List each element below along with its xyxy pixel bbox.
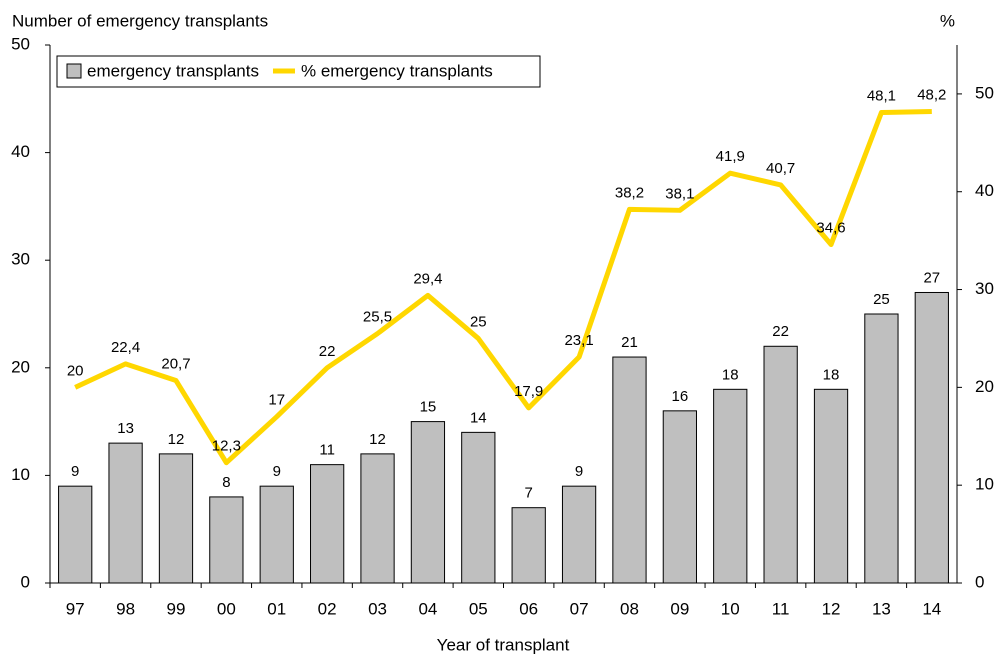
x-tick-label: 06: [519, 599, 538, 618]
line: [74, 109, 932, 466]
x-tick-label: 13: [872, 599, 891, 618]
bar-label: 16: [672, 388, 689, 405]
bar: [662, 410, 697, 584]
bar: [209, 496, 244, 584]
x-tick-label: 98: [116, 599, 135, 618]
line-label: 48,2: [917, 86, 946, 103]
y-tick-label: 30: [11, 250, 30, 269]
bar-label: 21: [621, 334, 638, 351]
x-tick-label: 02: [318, 599, 337, 618]
bar: [914, 291, 949, 584]
bar-label: 25: [873, 291, 890, 308]
legend-swatch: [66, 63, 82, 79]
bar-label: 18: [722, 366, 739, 383]
y2-tick-label: 40: [975, 181, 994, 200]
x-tick-label: 00: [217, 599, 236, 618]
bar: [310, 464, 345, 584]
line-label: 48,1: [867, 87, 896, 104]
bar: [511, 507, 546, 584]
y2-tick-label: 50: [975, 83, 994, 102]
line-label: 25: [470, 313, 487, 330]
bar: [108, 442, 143, 584]
x-tick-label: 14: [922, 599, 941, 618]
y-tick-label: 10: [11, 465, 30, 484]
bar: [612, 356, 647, 584]
legend-box: [56, 55, 541, 88]
x-tick-label: 01: [267, 599, 286, 618]
bar-label: 8: [222, 474, 230, 491]
y2-axis-title: %: [940, 11, 955, 30]
bar: [410, 421, 446, 584]
y2-tick-label: 10: [975, 475, 994, 494]
bar: [158, 453, 194, 584]
y-tick-label: 0: [21, 572, 30, 591]
x-tick-label: 09: [670, 599, 689, 618]
bar: [763, 345, 798, 584]
x-tick-label: 11: [772, 599, 790, 618]
x-tick-label: 07: [570, 599, 589, 618]
bar: [713, 388, 748, 584]
line-label: 22,4: [111, 339, 140, 356]
line-label: 38,1: [665, 185, 694, 202]
x-axis-title: Year of transplant: [437, 635, 570, 654]
x-tick-label: 04: [418, 599, 437, 618]
bar-label: 7: [525, 485, 533, 502]
y-tick-label: 50: [11, 34, 30, 53]
bar-label: 11: [319, 442, 335, 459]
legend-label: % emergency transplants: [301, 61, 493, 80]
bar-label: 9: [575, 463, 583, 480]
y2-tick-label: 30: [975, 279, 994, 298]
bar-label: 15: [420, 399, 437, 416]
line-label: 12,3: [212, 438, 241, 455]
bar: [461, 431, 496, 584]
x-tick-label: 08: [620, 599, 639, 618]
bar-label: 18: [823, 366, 840, 383]
x-tick-label: 97: [66, 599, 85, 618]
bar-label: 12: [369, 431, 386, 448]
bar-label: 14: [470, 409, 487, 426]
y-axis-title: Number of emergency transplants: [12, 11, 268, 30]
x-tick-label: 10: [721, 599, 740, 618]
bar-label: 27: [923, 269, 940, 286]
line-label: 41,9: [716, 148, 745, 165]
line-label: 40,7: [766, 160, 795, 177]
x-tick-label: 03: [368, 599, 387, 618]
bar-label: 9: [71, 463, 79, 480]
line-label: 38,2: [615, 184, 644, 201]
line-label: 25,5: [363, 309, 392, 326]
bar-label: 12: [168, 431, 185, 448]
legend-label: emergency transplants: [87, 61, 259, 80]
bar: [259, 485, 294, 584]
bar-label: 13: [117, 420, 134, 437]
line-label: 20,7: [161, 355, 190, 372]
bar: [561, 485, 597, 584]
bar: [864, 313, 899, 584]
line-label: 22: [319, 343, 336, 360]
bar-label: 22: [772, 323, 789, 340]
line-label: 34,6: [816, 220, 845, 237]
x-tick-label: 99: [167, 599, 186, 618]
x-tick-label: 12: [822, 599, 841, 618]
y-tick-label: 20: [11, 357, 30, 376]
bar: [360, 453, 395, 584]
y2-tick-label: 0: [975, 572, 984, 591]
bar-label: 9: [273, 463, 281, 480]
line-label: 20: [67, 362, 84, 379]
bar: [813, 388, 849, 584]
x-tick-label: 05: [469, 599, 488, 618]
y2-tick-label: 20: [975, 377, 994, 396]
y-tick-label: 40: [11, 142, 30, 161]
line-label: 23,1: [564, 332, 593, 349]
line-label: 29,4: [413, 270, 442, 287]
line-label: 17: [268, 392, 285, 409]
line-label: 17,9: [514, 383, 543, 400]
bar: [58, 485, 93, 584]
